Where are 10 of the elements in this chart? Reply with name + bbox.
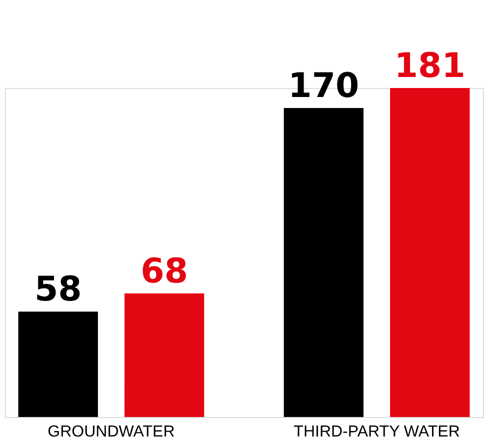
data-label: 181: [394, 46, 466, 86]
data-label: 68: [140, 251, 188, 292]
bar: [124, 293, 204, 417]
bar: [18, 312, 98, 417]
bar: [284, 108, 364, 417]
x-tick-label: THIRD-PARTY WATER: [294, 424, 460, 440]
data-label: 58: [34, 270, 82, 310]
x-tick-label: GROUNDWATER: [48, 424, 175, 440]
bar: [390, 88, 470, 417]
data-label: 170: [288, 66, 360, 106]
